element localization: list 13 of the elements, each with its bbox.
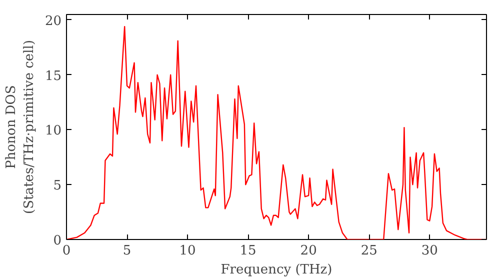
x-tick-label: 10 xyxy=(179,244,196,258)
x-axis-title: Frequency (THz) xyxy=(220,262,332,278)
y-tick-label: 20 xyxy=(44,14,62,29)
y-axis-title: Phonon DOS (States/THz·primitive cell) xyxy=(4,40,37,214)
y-tick-label: 10 xyxy=(44,124,62,139)
x-tick-label: 5 xyxy=(122,244,132,258)
x-tick-label: 20 xyxy=(300,244,317,258)
y-tick-label: 15 xyxy=(44,68,62,84)
y-tick-label: 0 xyxy=(53,234,62,248)
x-tick-label: 25 xyxy=(360,244,378,258)
x-tick-label: 15 xyxy=(240,244,256,258)
x-tick-label: 30 xyxy=(421,244,438,258)
y-tick-label: 5 xyxy=(53,178,62,194)
